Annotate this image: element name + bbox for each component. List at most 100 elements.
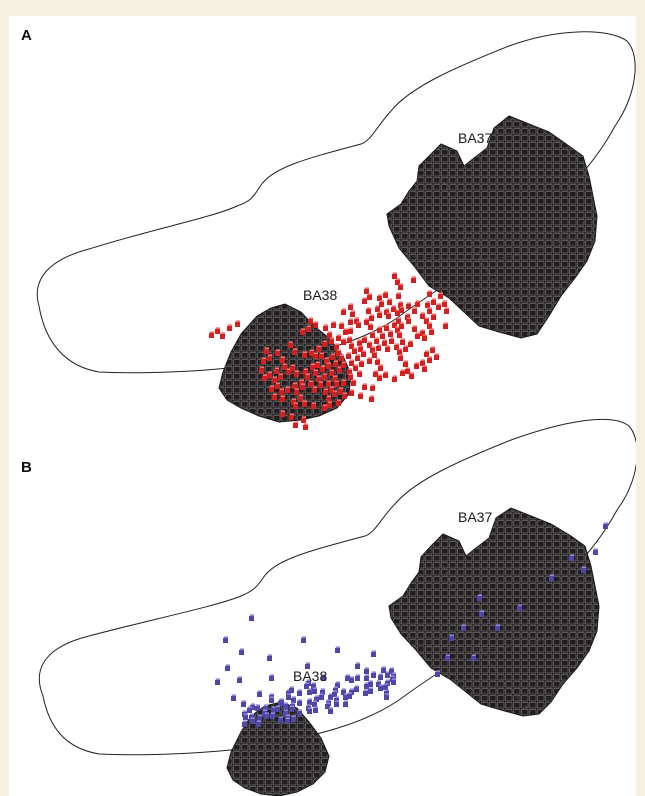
voxel (289, 705, 294, 712)
voxel (302, 351, 307, 358)
voxel (424, 317, 429, 324)
voxel (364, 682, 369, 689)
voxel (279, 698, 284, 705)
voxel (367, 357, 372, 364)
voxel (420, 359, 425, 366)
voxel (309, 349, 314, 356)
activation-voxels-b (215, 522, 608, 727)
voxel (250, 703, 255, 710)
voxel (297, 709, 302, 716)
voxel (517, 604, 522, 611)
voxel (415, 300, 420, 307)
voxel (285, 717, 290, 724)
voxel (298, 394, 303, 401)
voxel (398, 283, 403, 290)
voxel (369, 395, 374, 402)
voxel (303, 368, 308, 375)
voxel (345, 674, 350, 681)
voxel (313, 352, 318, 359)
voxel (420, 329, 425, 336)
voxel (477, 594, 482, 601)
voxel (343, 328, 348, 335)
voxel (327, 401, 332, 408)
voxel (250, 717, 255, 724)
voxel (461, 624, 466, 631)
voxel (593, 548, 598, 555)
voxel (341, 338, 346, 345)
voxel (391, 305, 396, 312)
voxel (392, 272, 397, 279)
voxel (425, 301, 430, 308)
voxel (389, 667, 394, 674)
voxel (409, 372, 414, 379)
voxel (400, 369, 405, 376)
voxel (297, 689, 302, 696)
voxel (384, 308, 389, 315)
voxel (434, 353, 439, 360)
panel-b: B BA37 BA38 (21, 418, 636, 796)
voxel (343, 693, 348, 700)
voxel (392, 375, 397, 382)
voxel (348, 327, 353, 334)
voxel (278, 373, 283, 380)
voxel (291, 715, 296, 722)
voxel (285, 386, 290, 393)
panel-letter-b: B (21, 459, 32, 476)
voxel (264, 712, 269, 719)
voxel (286, 368, 291, 375)
voxel (329, 337, 334, 344)
voxel (368, 680, 373, 687)
voxel (348, 318, 353, 325)
voxel (355, 674, 360, 681)
voxel (283, 709, 288, 716)
voxel (346, 352, 351, 359)
voxel (368, 687, 373, 694)
voxel (294, 388, 299, 395)
voxel (352, 347, 357, 354)
voxel (342, 392, 347, 399)
voxel (429, 328, 434, 335)
voxel (406, 317, 411, 324)
voxel (335, 646, 340, 653)
voxel (444, 307, 449, 314)
voxel (362, 383, 367, 390)
voxel (269, 674, 274, 681)
voxel (398, 301, 403, 308)
voxel (241, 700, 246, 707)
voxel (411, 276, 416, 283)
voxel (310, 363, 315, 370)
voxel (341, 361, 346, 368)
voxel (405, 367, 410, 374)
voxel (335, 681, 340, 688)
voxel (337, 366, 342, 373)
activation-voxels-a (209, 272, 449, 430)
voxel (301, 416, 306, 423)
voxel (239, 648, 244, 655)
voxel (375, 358, 380, 365)
voxel (427, 290, 432, 297)
voxel (300, 328, 305, 335)
voxel (435, 670, 440, 677)
voxel (354, 685, 359, 692)
figure-canvas: A BA37 BA38 B (21, 27, 636, 796)
voxel (332, 375, 337, 382)
voxel (384, 693, 389, 700)
voxel (303, 423, 308, 430)
voxel (412, 307, 417, 314)
voxel (412, 325, 417, 332)
voxel (377, 374, 382, 381)
voxel (581, 566, 586, 573)
voxel (326, 395, 331, 402)
voxel (269, 696, 274, 703)
voxel (349, 389, 354, 396)
voxel (257, 690, 262, 697)
voxel (225, 664, 230, 671)
voxel (329, 386, 334, 393)
voxel (436, 303, 441, 310)
voxel (471, 654, 476, 661)
voxel (316, 375, 321, 382)
voxel (431, 313, 436, 320)
voxel (347, 336, 352, 343)
voxel (235, 320, 240, 327)
voxel (293, 402, 298, 409)
